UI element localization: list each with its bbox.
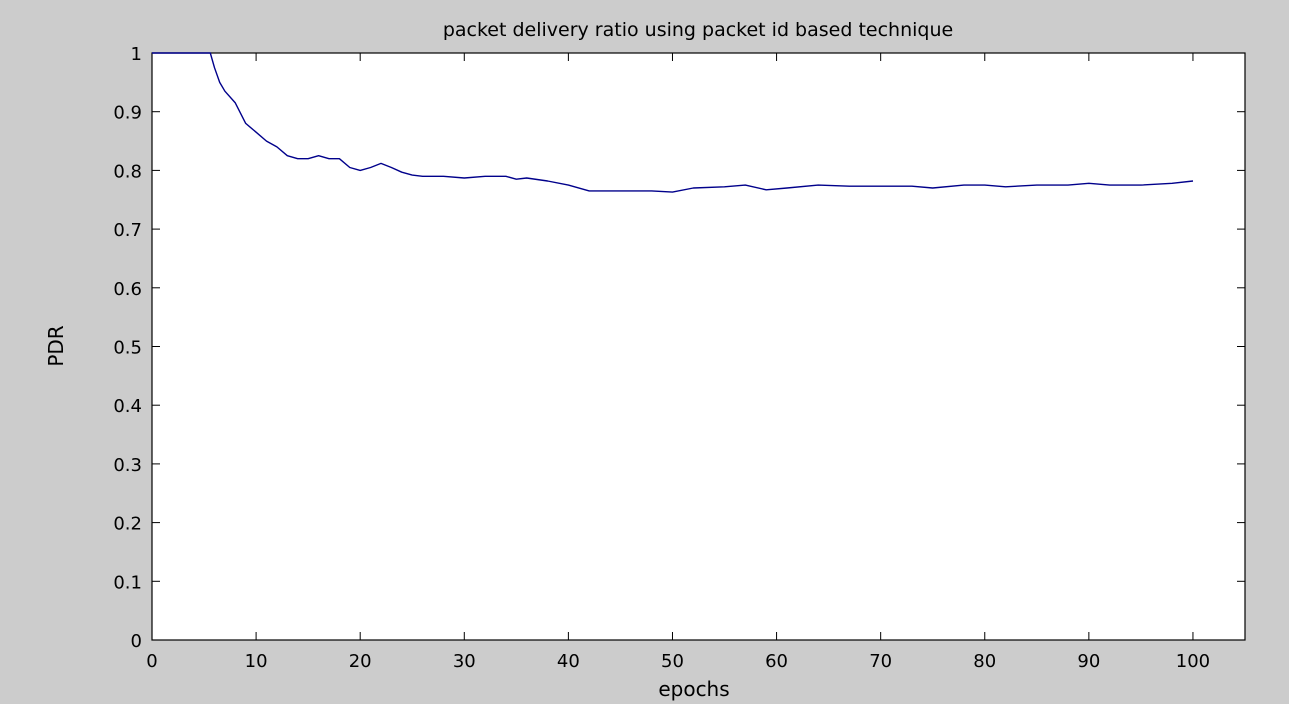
x-tick-label: 60 xyxy=(765,651,788,672)
y-tick-label: 0.5 xyxy=(113,338,142,359)
ticks-layer: 0 10 20 30 40 50 60 70 80 90 100 0 0.1 0.2 0.3 0.4 0.5 0.… xyxy=(113,44,1245,672)
x-tick-label: 70 xyxy=(869,651,892,672)
series-layer xyxy=(152,52,1194,193)
chart-title: packet delivery ratio using packet id ba… xyxy=(443,19,953,41)
x-tick-label: 40 xyxy=(557,651,580,672)
y-tick-label: 0.2 xyxy=(113,514,142,535)
x-tick-label: 0 xyxy=(146,651,157,672)
y-tick-label: 0 xyxy=(131,631,142,652)
x-tick-label: 10 xyxy=(245,651,268,672)
y-tick-label: 0.4 xyxy=(113,396,142,417)
x-tick-label: 30 xyxy=(453,651,476,672)
y-tick-label: 0.7 xyxy=(113,220,142,241)
x-tick-label: 50 xyxy=(661,651,684,672)
x-axis-label: epochs xyxy=(658,677,729,701)
plot-area xyxy=(151,52,1246,641)
series-line-0 xyxy=(152,52,1194,193)
y-tick-label: 0.1 xyxy=(113,572,142,593)
y-tick-label: 0.3 xyxy=(113,455,142,476)
x-tick-label: 100 xyxy=(1176,651,1210,672)
y-tick-label: 0.8 xyxy=(113,161,142,182)
x-tick-label: 90 xyxy=(1077,651,1100,672)
y-tick-label: 0.9 xyxy=(113,103,142,124)
y-axis-label: PDR xyxy=(44,325,68,366)
y-tick-label: 1 xyxy=(131,44,142,65)
x-tick-label: 80 xyxy=(973,651,996,672)
y-tick-label: 0.6 xyxy=(113,279,142,300)
x-tick-label: 20 xyxy=(349,651,372,672)
